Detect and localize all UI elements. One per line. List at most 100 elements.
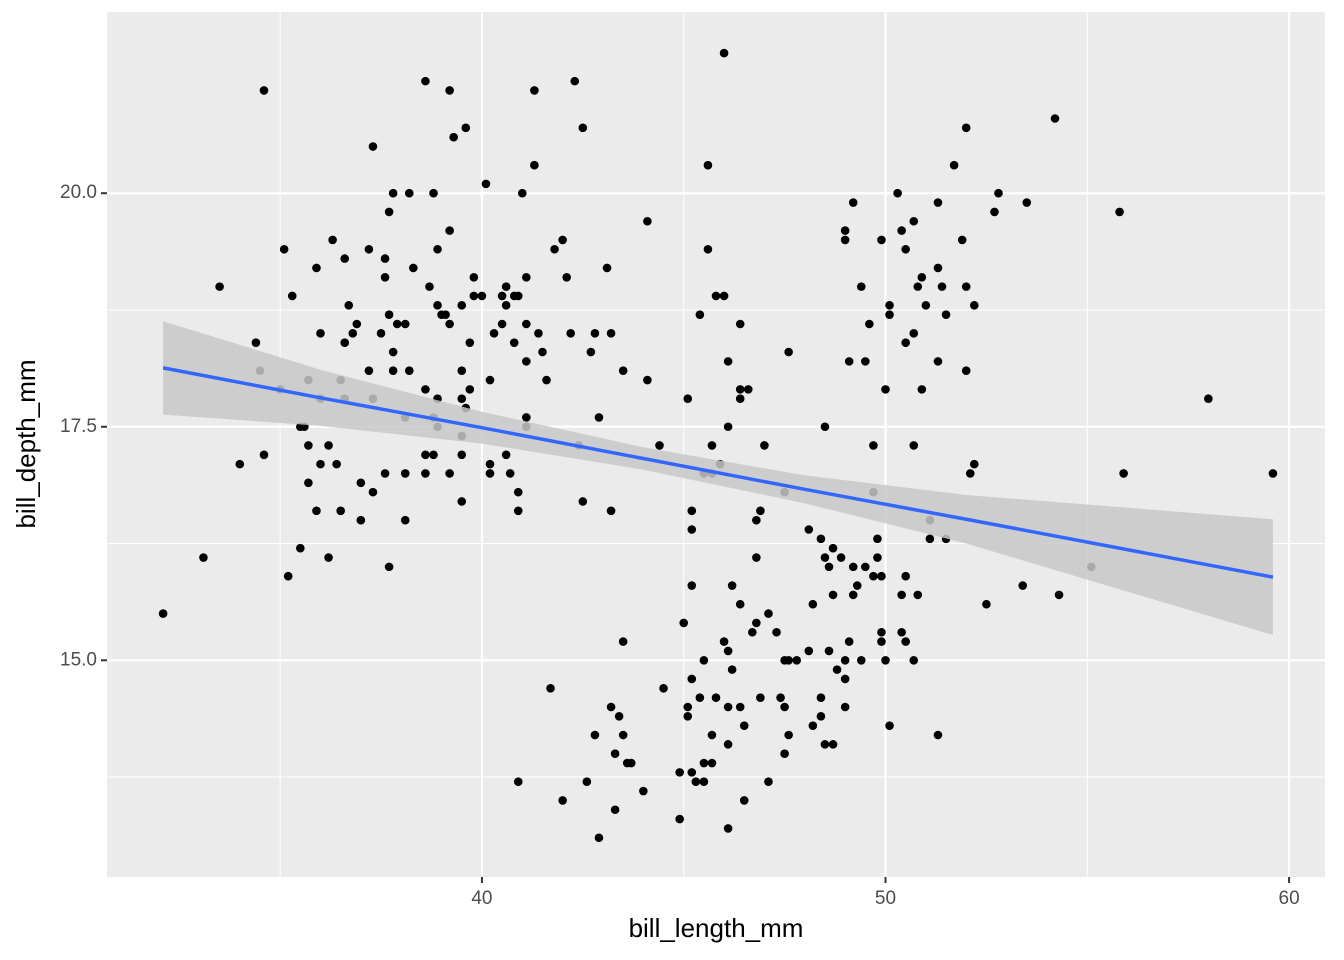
point bbox=[699, 777, 709, 787]
point bbox=[356, 515, 366, 525]
point bbox=[752, 515, 761, 525]
point bbox=[699, 758, 709, 768]
point bbox=[388, 366, 398, 376]
point bbox=[324, 441, 333, 450]
point bbox=[877, 571, 886, 581]
point bbox=[626, 758, 636, 768]
point bbox=[735, 599, 745, 609]
point bbox=[489, 329, 499, 338]
point bbox=[1115, 207, 1124, 217]
point bbox=[594, 833, 604, 843]
point bbox=[949, 160, 959, 170]
point bbox=[659, 684, 668, 693]
point bbox=[901, 244, 910, 254]
point bbox=[933, 263, 943, 273]
point bbox=[380, 469, 390, 478]
point bbox=[421, 385, 430, 394]
point bbox=[404, 188, 414, 198]
point bbox=[695, 310, 705, 319]
point bbox=[497, 291, 507, 301]
point bbox=[215, 282, 224, 291]
point bbox=[909, 216, 919, 226]
point bbox=[199, 553, 208, 562]
point bbox=[513, 487, 523, 497]
x-tick-label: 40 bbox=[471, 888, 492, 909]
point bbox=[743, 385, 753, 394]
trend-line bbox=[162, 366, 1274, 579]
point bbox=[961, 282, 971, 291]
point bbox=[542, 375, 551, 385]
point bbox=[840, 702, 850, 712]
point bbox=[304, 441, 313, 450]
point bbox=[610, 749, 620, 758]
point bbox=[772, 627, 781, 637]
point bbox=[590, 329, 600, 338]
point bbox=[824, 646, 834, 656]
point bbox=[643, 216, 652, 226]
point bbox=[816, 534, 826, 544]
point bbox=[287, 291, 297, 301]
point bbox=[885, 721, 894, 730]
point bbox=[570, 76, 580, 86]
point bbox=[840, 226, 850, 235]
point bbox=[756, 506, 765, 516]
point bbox=[457, 497, 467, 506]
point bbox=[465, 338, 475, 347]
point bbox=[429, 450, 438, 460]
point bbox=[760, 441, 769, 450]
point bbox=[352, 319, 362, 329]
point bbox=[1022, 198, 1032, 207]
point bbox=[856, 282, 866, 291]
point bbox=[873, 534, 882, 544]
point bbox=[457, 450, 467, 460]
point bbox=[517, 188, 527, 198]
point bbox=[392, 319, 402, 329]
point bbox=[497, 319, 507, 329]
point bbox=[784, 347, 793, 357]
point bbox=[324, 553, 333, 562]
point bbox=[304, 478, 313, 488]
point bbox=[312, 506, 321, 516]
point bbox=[683, 394, 693, 404]
point bbox=[404, 366, 414, 376]
point bbox=[893, 188, 902, 198]
point bbox=[836, 553, 846, 562]
point bbox=[840, 674, 850, 684]
point bbox=[824, 562, 834, 572]
point bbox=[861, 357, 870, 366]
point bbox=[816, 712, 826, 721]
point bbox=[909, 655, 919, 665]
point bbox=[844, 637, 854, 646]
point bbox=[380, 272, 390, 282]
x-tick-label: 50 bbox=[875, 888, 896, 909]
point bbox=[429, 188, 438, 198]
point bbox=[933, 198, 943, 207]
point bbox=[735, 385, 745, 394]
point bbox=[965, 469, 975, 478]
point bbox=[441, 310, 450, 319]
point bbox=[578, 497, 588, 506]
point bbox=[602, 263, 612, 273]
point bbox=[590, 730, 600, 740]
point bbox=[433, 301, 442, 310]
point bbox=[1054, 590, 1064, 600]
point bbox=[723, 702, 733, 712]
point bbox=[957, 235, 967, 245]
point bbox=[901, 338, 910, 347]
point bbox=[865, 319, 874, 329]
point bbox=[513, 777, 523, 787]
point bbox=[388, 347, 398, 357]
point bbox=[283, 571, 293, 581]
point bbox=[764, 777, 773, 787]
point bbox=[336, 506, 345, 516]
y-tick-label: 15.0 bbox=[60, 649, 97, 670]
point bbox=[606, 329, 616, 338]
point bbox=[639, 786, 648, 796]
point bbox=[695, 693, 705, 702]
point bbox=[513, 506, 523, 516]
point bbox=[501, 450, 511, 460]
point bbox=[840, 655, 850, 665]
point bbox=[933, 730, 943, 740]
point bbox=[780, 702, 789, 712]
point bbox=[316, 329, 325, 338]
